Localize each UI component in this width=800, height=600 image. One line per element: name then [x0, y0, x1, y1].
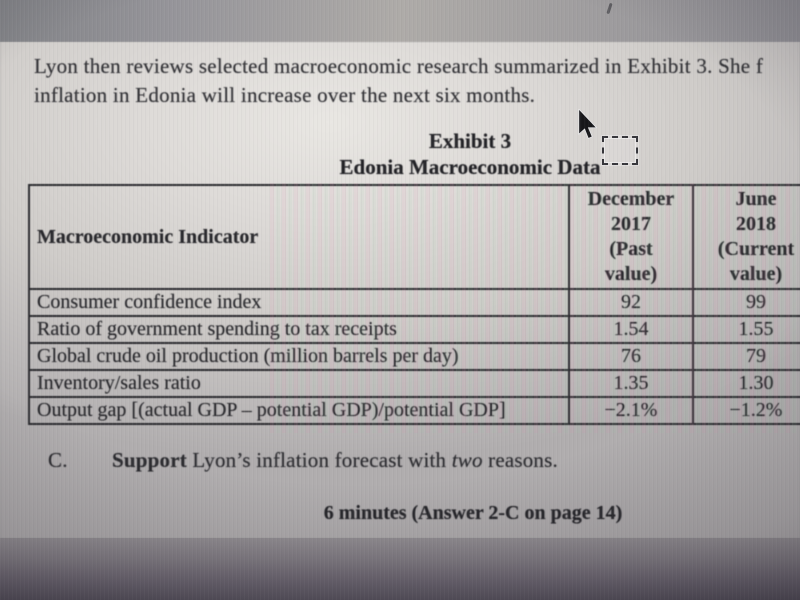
- question-command-word: Support: [112, 448, 187, 472]
- mouse-cursor-icon: [578, 109, 598, 140]
- header-past-value: December 2017 (Past value): [568, 184, 694, 290]
- table-row: Global crude oil production (million bar…: [28, 342, 800, 371]
- indicator-cell: Global crude oil production (million bar…: [28, 342, 570, 371]
- intro-line-1: Lyon then reviews selected macroeconomic…: [34, 54, 764, 78]
- intro-paragraph: Lyon then reviews selected macroeconomic…: [34, 52, 763, 110]
- header-past-line: value): [604, 263, 658, 285]
- current-value-cell: −1.2%: [692, 396, 800, 425]
- header-past-line: December: [587, 188, 675, 210]
- question-text: Support Lyon’s inflation forecast with t…: [112, 448, 558, 472]
- past-value-cell: 1.54: [568, 315, 694, 344]
- past-value-cell: 1.35: [568, 369, 694, 398]
- table-row: Consumer confidence index 92 99: [28, 288, 800, 317]
- table-row: Output gap [(actual GDP – potential GDP)…: [28, 396, 800, 425]
- header-current-line: value): [729, 263, 783, 285]
- current-value-cell: 79: [692, 342, 800, 371]
- macro-data-table: Macroeconomic Indicator December 2017 (P…: [28, 184, 800, 425]
- past-value-cell: 76: [568, 342, 694, 371]
- exhibit-header: Exhibit 3 Edonia Macroeconomic Data: [140, 128, 800, 180]
- header-current-line: June: [735, 188, 777, 210]
- table-row: Inventory/sales ratio 1.35 1.30: [28, 369, 800, 398]
- screen-margin-top: [0, 0, 800, 42]
- indicator-cell: Output gap [(actual GDP – potential GDP)…: [28, 396, 570, 425]
- exhibit-title: Exhibit 3: [428, 129, 512, 153]
- selection-marquee: [602, 136, 638, 165]
- indicator-cell: Consumer confidence index: [28, 288, 570, 317]
- indicator-cell: Inventory/sales ratio: [28, 369, 570, 398]
- header-current-line: (Current: [717, 238, 795, 260]
- table-row: Ratio of government spending to tax rece…: [28, 315, 800, 344]
- intro-line-2: inflation in Edonia will increase over t…: [34, 83, 536, 107]
- indicator-cell: Ratio of government spending to tax rece…: [28, 315, 570, 344]
- time-directive: 6 minutes (Answer 2-C on page 14): [323, 502, 623, 524]
- past-value-cell: 92: [568, 288, 694, 317]
- table-header-row: Macroeconomic Indicator December 2017 (P…: [28, 184, 800, 290]
- document-page: Lyon then reviews selected macroeconomic…: [0, 42, 800, 538]
- exhibit-subtitle: Edonia Macroeconomic Data: [339, 155, 601, 179]
- past-value-cell: −2.1%: [568, 396, 694, 425]
- question-text-end: reasons.: [482, 448, 558, 472]
- screen-margin-bottom: [0, 538, 800, 600]
- current-value-cell: 1.30: [692, 369, 800, 398]
- current-value-cell: 99: [692, 288, 800, 317]
- current-value-cell: 1.55: [692, 315, 800, 344]
- question-emphasis: two: [451, 448, 483, 472]
- header-indicator: Macroeconomic Indicator: [28, 184, 570, 290]
- header-past-line: (Past: [609, 238, 653, 260]
- header-current-value: June 2018 (Current value): [692, 184, 800, 290]
- question-text-mid: Lyon’s inflation forecast with: [186, 448, 452, 472]
- question-c: C. Support Lyon’s inflation forecast with…: [48, 448, 558, 473]
- header-past-line: 2017: [611, 213, 651, 235]
- question-label: C.: [48, 448, 68, 472]
- header-current-line: 2018: [736, 213, 776, 235]
